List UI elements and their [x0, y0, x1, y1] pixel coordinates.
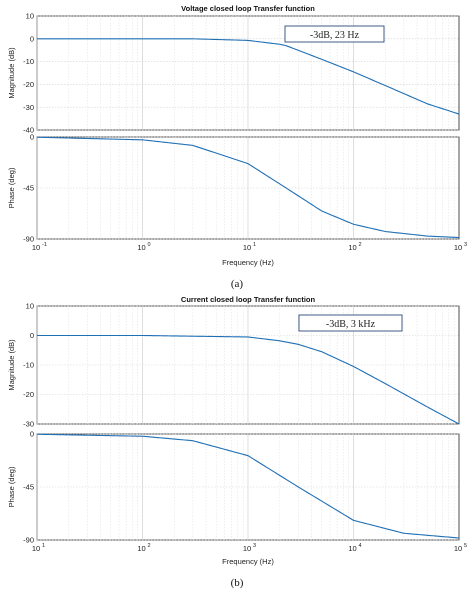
b-phase-grid: [36, 433, 459, 541]
y-tick-label: 10: [26, 12, 34, 21]
x-tick-base: 10: [348, 243, 356, 252]
x-tick-base: 10: [137, 544, 145, 553]
y-tick-label: -30: [23, 420, 34, 429]
x-tick-exponent: -1: [42, 242, 47, 248]
b-phase-ylabel: Phase (deg): [7, 466, 16, 507]
a-phase-grid: [36, 136, 459, 240]
b-magnitude-ylabel: Magnitude (dB): [7, 339, 16, 391]
b-phase-yticks: 0 -45 -90: [23, 430, 34, 545]
y-tick-label: -10: [23, 57, 34, 66]
a-magnitude-ylabel: Magnitude (dB): [7, 47, 16, 99]
a-phase-curve: [36, 136, 460, 239]
y-tick-label: -30: [23, 103, 34, 112]
x-tick-exponent: 2: [148, 543, 151, 549]
figure-a: Voltage closed loop Transfer function 10…: [7, 4, 467, 290]
x-tick-exponent: 1: [253, 242, 256, 248]
a-magnitude-panel: 10 0 -10 -20 -30 -40 Magnitude (dB): [7, 12, 460, 135]
y-tick-label: 0: [30, 34, 34, 43]
a-phase-yticks: 0 -45 -90: [23, 133, 34, 244]
x-tick-exponent: 0: [148, 242, 151, 248]
a-xticks: 10 -1 10 0 10 1 10 2 10 3: [32, 242, 467, 252]
y-tick-label: 0: [30, 331, 34, 340]
x-tick-base: 10: [32, 544, 40, 553]
b-annotation-box: [298, 314, 403, 332]
b-phase-curve: [36, 433, 460, 539]
b-xticks: 10 1 10 2 10 3 10 4 10 5: [32, 543, 467, 553]
x-tick-exponent: 5: [464, 543, 467, 549]
a-phase-panel: 0 -45 -90 Phase (deg): [7, 133, 460, 244]
figure-b: Current closed loop Transfer function 10…: [7, 295, 467, 589]
b-magnitude-curve: [37, 334, 460, 425]
y-tick-label: -10: [23, 361, 34, 370]
y-tick-label: -20: [23, 80, 34, 89]
a-magnitude-curve: [37, 38, 460, 115]
a-xlabel: Frequency (Hz): [222, 258, 274, 267]
x-tick-base: 10: [348, 544, 356, 553]
a-annotation: -3dB, 23 Hz: [284, 25, 385, 43]
x-tick-exponent: 2: [359, 242, 362, 248]
x-tick-exponent: 3: [464, 242, 467, 248]
y-tick-label: -45: [23, 483, 34, 492]
b-xlabel: Frequency (Hz): [222, 557, 274, 566]
caption-a: (a): [231, 278, 244, 290]
y-tick-label: 10: [26, 302, 34, 311]
y-tick-label: -45: [23, 184, 34, 193]
y-tick-label: 0: [30, 133, 34, 142]
x-tick-base: 10: [137, 243, 145, 252]
a-annotation-box: [284, 25, 385, 43]
x-tick-exponent: 3: [253, 543, 256, 549]
caption-b: (b): [231, 577, 244, 589]
a-phase-ylabel: Phase (deg): [7, 167, 16, 208]
a-magnitude-yticks: 10 0 -10 -20 -30 -40: [23, 12, 34, 135]
title-a: Voltage closed loop Transfer function: [181, 4, 315, 13]
y-tick-label: -20: [23, 390, 34, 399]
b-magnitude-yticks: 10 0 -10 -20 -30: [23, 302, 34, 429]
b-annotation: -3dB, 3 kHz: [298, 314, 403, 332]
x-tick-base: 10: [454, 544, 462, 553]
b-phase-panel: 0 -45 -90 Phase (deg): [7, 430, 460, 545]
b-annotation-text: -3dB, 3 kHz: [326, 319, 376, 330]
x-tick-exponent: 4: [359, 543, 362, 549]
x-tick-base: 10: [32, 243, 40, 252]
y-tick-label: -40: [23, 126, 34, 135]
title-b: Current closed loop Transfer function: [181, 295, 316, 304]
x-tick-base: 10: [454, 243, 462, 252]
x-tick-base: 10: [243, 243, 251, 252]
y-tick-label: -90: [23, 235, 34, 244]
x-tick-exponent: 1: [42, 543, 45, 549]
x-tick-base: 10: [243, 544, 251, 553]
y-tick-label: 0: [30, 430, 34, 439]
y-tick-label: -90: [23, 536, 34, 545]
a-annotation-text: -3dB, 23 Hz: [310, 30, 360, 41]
